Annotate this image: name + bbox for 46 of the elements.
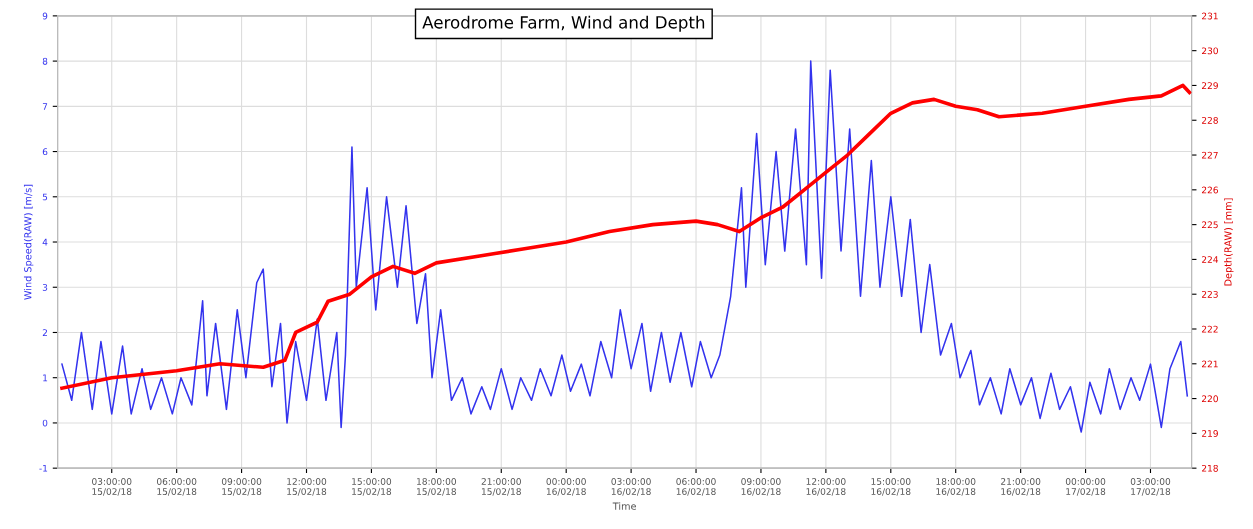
x-tick-label: 21:00:00 16/02/18 (1001, 478, 1041, 496)
x-tick-label: 15:00:00 16/02/18 (871, 478, 911, 496)
x-tick-label: 15:00:00 15/02/18 (352, 478, 392, 496)
x-axis-title: Time (612, 502, 636, 510)
y2-tick-label: 221 (1201, 360, 1218, 368)
y2-axis-title: Depth(RAW) [mm] (1224, 198, 1234, 286)
y2-tick-label: 219 (1201, 430, 1218, 437)
x-tick-label: 12:00:00 16/02/18 (806, 478, 846, 496)
y2-tick-label: 225 (1201, 221, 1218, 229)
y-tick-label: 6 (42, 148, 48, 156)
y-tick-label: 3 (42, 283, 48, 291)
x-tick-label: 06:00:00 16/02/18 (676, 478, 716, 496)
y-tick-label: 5 (42, 193, 48, 201)
x-tick-label: 12:00:00 15/02/18 (287, 478, 327, 496)
chart-title: Aerodrome Farm, Wind and Depth (422, 15, 705, 32)
y2-tick-label: 228 (1201, 116, 1218, 124)
y-tick-label: 4 (42, 238, 48, 246)
y2-tick-label: 227 (1201, 151, 1218, 159)
x-tick-label: 03:00:00 17/02/18 (1130, 478, 1171, 496)
x-tick-label: 03:00:00 15/02/18 (92, 478, 132, 496)
y-tick-label: 9 (42, 12, 48, 20)
y-tick-label: 7 (42, 103, 48, 110)
y2-tick-label: 226 (1201, 186, 1218, 194)
x-tick-label: 18:00:00 16/02/18 (936, 478, 976, 496)
x-tick-label: 21:00:00 15/02/18 (481, 478, 521, 496)
y2-tick-label: 230 (1201, 47, 1218, 55)
y-tick-label: -1 (39, 465, 48, 472)
y2-tick-label: 218 (1201, 464, 1218, 472)
x-tick-label: 00:00:00 16/02/18 (546, 478, 586, 496)
x-tick-label: 09:00:00 15/02/18 (221, 478, 262, 496)
y-tick-label: 1 (43, 374, 48, 382)
y-tick-label: 8 (42, 57, 48, 65)
x-tick-label: 09:00:00 16/02/18 (741, 478, 781, 496)
y2-tick-label: 220 (1201, 395, 1218, 403)
y-axis-title: Wind Speed(RAW) [m/s] (23, 184, 34, 300)
y2-tick-label: 224 (1201, 256, 1219, 263)
x-tick-label: 18:00:00 15/02/18 (417, 478, 457, 496)
x-tick-label: 03:00:00 16/02/18 (611, 478, 651, 496)
y2-tick-label: 229 (1201, 82, 1218, 90)
y-tick-label: 2 (42, 329, 48, 336)
y2-tick-label: 222 (1201, 325, 1218, 333)
x-tick-label: 06:00:00 15/02/18 (156, 478, 197, 496)
y-tick-label: 0 (42, 419, 48, 427)
y2-tick-label: 223 (1201, 290, 1218, 298)
y2-tick-label: 231 (1201, 12, 1218, 20)
x-tick-label: 00:00:00 17/02/18 (1065, 478, 1106, 496)
